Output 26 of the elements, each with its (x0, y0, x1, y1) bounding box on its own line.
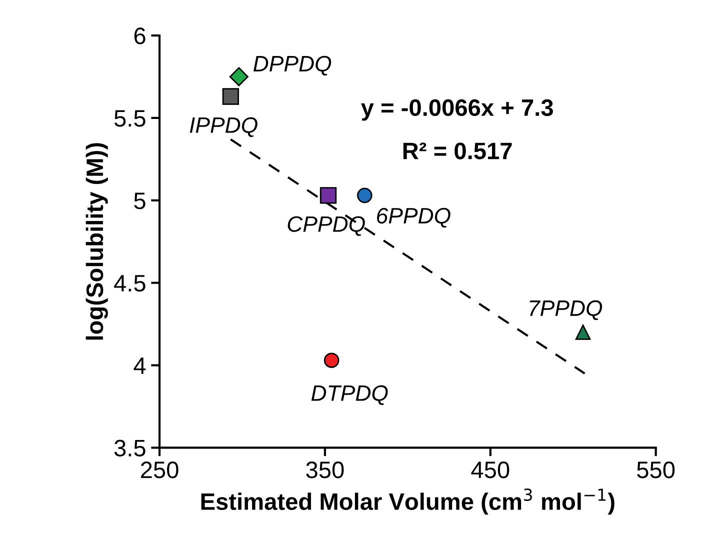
y-axis-title: log(Solubility (M)) (86, 143, 108, 340)
x-tick-label: 350 (306, 462, 344, 478)
x-tick-label: 550 (637, 462, 675, 478)
annotation: y = -0.0066x + 7.3 (361, 99, 553, 121)
y-tick-label: 5 (134, 192, 146, 210)
y-tick-label: 4 (134, 358, 146, 374)
series-label: 6PPDQ (377, 208, 450, 228)
series-label: DPPDQ (254, 56, 332, 76)
series-label: IPPDQ (190, 117, 258, 137)
series-label: 7PPDQ (530, 300, 602, 320)
annotation: R² = 0.517 (403, 142, 512, 160)
point (320, 187, 337, 204)
series-label: DTPDQ (311, 385, 388, 405)
y-tick-label: 3.5 (114, 440, 146, 457)
point (575, 324, 591, 340)
point (222, 88, 239, 105)
x-axis-title: Estimated Molar Volume (cm$^{3}$ mol$^{−1}$) (201, 488, 614, 515)
x-tick-label: 250 (141, 462, 178, 478)
y-tick-label: 6 (134, 28, 146, 44)
series-label: CPPDQ (288, 216, 365, 236)
y-tick-label: 4.5 (114, 275, 146, 292)
x-tick-label: 450 (471, 462, 510, 478)
point (229, 67, 248, 86)
point (357, 188, 372, 204)
point (324, 352, 340, 368)
y-tick-label: 5.5 (114, 110, 146, 127)
